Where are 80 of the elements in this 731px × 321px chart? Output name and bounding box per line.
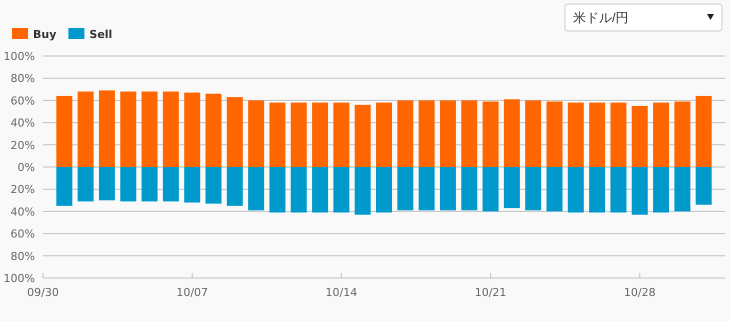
bar — [461, 167, 478, 210]
bar — [418, 100, 435, 167]
bar — [248, 167, 264, 210]
bar — [482, 167, 499, 212]
bar — [162, 167, 179, 202]
y-tick-label: 40% — [10, 205, 35, 218]
bar — [354, 104, 371, 167]
bar — [546, 102, 562, 167]
bar — [525, 167, 542, 210]
bar — [653, 102, 670, 167]
bar — [56, 167, 72, 206]
y-tick-label: 20% — [10, 183, 35, 196]
bar — [546, 167, 562, 212]
bar — [184, 167, 200, 203]
y-tick-label: 60% — [10, 228, 35, 241]
bar — [226, 97, 243, 167]
bar — [226, 167, 243, 206]
bar — [440, 167, 456, 210]
bar — [610, 102, 626, 167]
bar — [589, 167, 606, 213]
bar — [312, 167, 328, 213]
x-tick-label: 10/21 — [474, 286, 506, 299]
bar — [653, 167, 670, 213]
bar — [184, 92, 200, 167]
bar — [98, 90, 115, 167]
x-tick-label: 10/28 — [624, 286, 656, 299]
bar — [98, 167, 115, 200]
bar — [78, 92, 94, 167]
bar — [674, 102, 690, 167]
bar — [440, 100, 456, 167]
y-tick-label: 100% — [4, 50, 35, 63]
bar — [504, 167, 520, 208]
y-tick-label: 80% — [10, 72, 35, 86]
bar — [269, 167, 286, 213]
bar — [354, 167, 371, 215]
bar — [696, 167, 712, 205]
bar — [589, 102, 606, 167]
bar — [568, 167, 584, 213]
bar — [696, 96, 712, 167]
y-tick-label: 100% — [4, 272, 35, 285]
x-tick-label: 10/07 — [176, 286, 208, 299]
legend-label: Buy — [33, 28, 56, 41]
bar — [397, 167, 414, 210]
y-tick-label: 80% — [10, 250, 35, 263]
x-tick-label: 10/14 — [326, 286, 358, 299]
bar — [632, 167, 648, 215]
bar — [248, 100, 264, 167]
bar — [120, 167, 136, 202]
bar — [376, 102, 392, 167]
bar — [504, 99, 520, 167]
y-tick-label: 0% — [18, 161, 35, 174]
bar — [610, 167, 626, 213]
bar — [568, 102, 584, 167]
bar — [674, 167, 690, 212]
bar — [206, 167, 222, 204]
bar — [290, 102, 307, 167]
bar — [162, 92, 179, 167]
bar — [269, 102, 286, 167]
bar — [120, 92, 136, 167]
bar — [290, 167, 307, 213]
bar — [142, 167, 158, 202]
y-tick-label: 40% — [10, 116, 35, 130]
y-tick-label: 20% — [10, 138, 35, 152]
legend-label: Sell — [89, 28, 112, 41]
bar — [482, 102, 499, 167]
bar — [142, 92, 158, 167]
bar — [206, 94, 222, 167]
x-tick-label: 09/30 — [27, 286, 59, 299]
bar — [312, 102, 328, 167]
bar — [397, 100, 414, 167]
bar — [461, 100, 478, 167]
bar — [632, 106, 648, 167]
bar — [333, 167, 350, 213]
bar — [418, 167, 435, 210]
y-tick-label: 60% — [10, 94, 35, 108]
bar — [78, 167, 94, 202]
bar — [376, 167, 392, 213]
bar — [56, 96, 72, 167]
bar — [333, 102, 350, 167]
bar — [525, 100, 542, 167]
